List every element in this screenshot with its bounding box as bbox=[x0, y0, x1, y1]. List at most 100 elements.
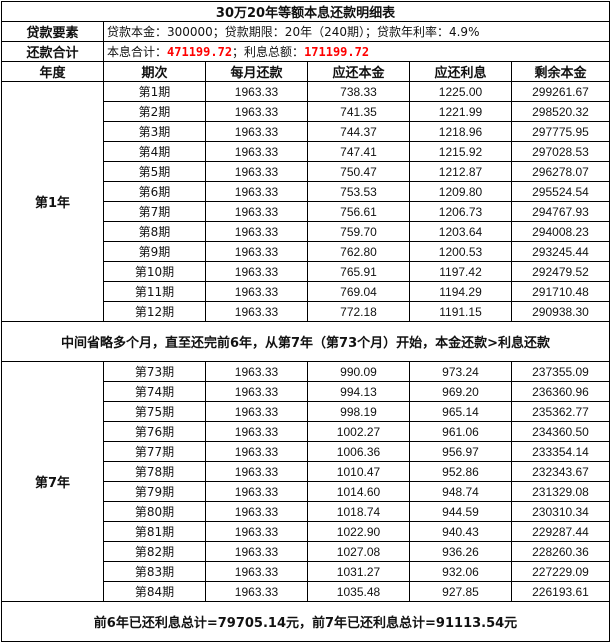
interest-cell: 927.85 bbox=[409, 581, 512, 602]
principal-cell: 738.33 bbox=[307, 81, 410, 102]
interest-cell: 932.06 bbox=[409, 561, 512, 582]
principal-cell: 772.18 bbox=[307, 301, 410, 322]
interest-cell: 965.14 bbox=[409, 401, 512, 422]
interest-cell: 956.97 bbox=[409, 441, 512, 462]
interest-cell: 969.20 bbox=[409, 381, 512, 402]
remaining-principal-cell: 296278.07 bbox=[511, 161, 610, 182]
remaining-principal-cell: 297028.53 bbox=[511, 141, 610, 162]
remaining-principal-cell: 232343.67 bbox=[511, 461, 610, 482]
remaining-principal-cell: 231329.08 bbox=[511, 481, 610, 502]
monthly-payment-cell: 1963.33 bbox=[205, 501, 308, 522]
principal-cell: 1006.36 bbox=[307, 441, 410, 462]
loan-label: 贷款要素 bbox=[1, 21, 104, 42]
interest-cell: 1191.15 bbox=[409, 301, 512, 322]
principal-cell: 1002.27 bbox=[307, 421, 410, 442]
period-cell: 第10期 bbox=[103, 261, 206, 282]
period-cell: 第79期 bbox=[103, 481, 206, 502]
remaining-principal-cell: 235362.77 bbox=[511, 401, 610, 422]
monthly-payment-cell: 1963.33 bbox=[205, 121, 308, 142]
column-header: 期次 bbox=[103, 61, 206, 82]
interest-cell: 961.06 bbox=[409, 421, 512, 442]
remaining-principal-cell: 291710.48 bbox=[511, 281, 610, 302]
monthly-payment-cell: 1963.33 bbox=[205, 581, 308, 602]
remaining-principal-cell: 293245.44 bbox=[511, 241, 610, 262]
year-label: 第1年 bbox=[1, 81, 104, 322]
period-cell: 第78期 bbox=[103, 461, 206, 482]
period-cell: 第12期 bbox=[103, 301, 206, 322]
monthly-payment-cell: 1963.33 bbox=[205, 541, 308, 562]
period-cell: 第82期 bbox=[103, 541, 206, 562]
remaining-principal-cell: 295524.54 bbox=[511, 181, 610, 202]
period-cell: 第83期 bbox=[103, 561, 206, 582]
column-header: 应还本金 bbox=[307, 61, 410, 82]
principal-cell: 994.13 bbox=[307, 381, 410, 402]
period-cell: 第73期 bbox=[103, 361, 206, 382]
interest-cell: 1209.80 bbox=[409, 181, 512, 202]
monthly-payment-cell: 1963.33 bbox=[205, 201, 308, 222]
monthly-payment-cell: 1963.33 bbox=[205, 301, 308, 322]
monthly-payment-cell: 1963.33 bbox=[205, 101, 308, 122]
omission-note: 中间省略多个月，直至还完前6年，从第7年（第73个月）开始，本金还款>利息还款 bbox=[1, 321, 610, 362]
interest-cell: 1212.87 bbox=[409, 161, 512, 182]
monthly-payment-cell: 1963.33 bbox=[205, 381, 308, 402]
interest-cell: 1225.00 bbox=[409, 81, 512, 102]
remaining-principal-cell: 230310.34 bbox=[511, 501, 610, 522]
remaining-principal-cell: 228260.36 bbox=[511, 541, 610, 562]
principal-cell: 1022.90 bbox=[307, 521, 410, 542]
period-cell: 第9期 bbox=[103, 241, 206, 262]
interest-cell: 1203.64 bbox=[409, 221, 512, 242]
table-row: 第1年 第1期 1963.33 738.33 1225.00 299261.67 bbox=[1, 81, 610, 322]
principal-cell: 1035.48 bbox=[307, 581, 410, 602]
principal-cell: 769.04 bbox=[307, 281, 410, 302]
table-row: 第2期 1963.33 741.35 1221.99 298520.32 bbox=[2, 101, 610, 122]
principal-cell: 762.80 bbox=[307, 241, 410, 262]
table-row: 第81期 1963.33 1022.90 940.43 229287.44 bbox=[2, 521, 610, 542]
monthly-payment-cell: 1963.33 bbox=[205, 561, 308, 582]
total-label: 还款合计 bbox=[1, 41, 104, 62]
principal-cell: 747.41 bbox=[307, 141, 410, 162]
table-row: 第12期 1963.33 772.18 1191.15 290938.30 bbox=[2, 301, 610, 322]
remaining-principal-cell: 233354.14 bbox=[511, 441, 610, 462]
table-row: 第80期 1963.33 1018.74 944.59 230310.34 bbox=[2, 501, 610, 522]
period-cell: 第2期 bbox=[103, 101, 206, 122]
table-title: 30万20年等额本息还款明细表 bbox=[1, 1, 610, 22]
remaining-principal-cell: 236360.96 bbox=[511, 381, 610, 402]
principal-cell: 990.09 bbox=[307, 361, 410, 382]
remaining-principal-cell: 229287.44 bbox=[511, 521, 610, 542]
principal-cell: 750.47 bbox=[307, 161, 410, 182]
total-prefix: 本息合计： bbox=[107, 45, 168, 59]
period-cell: 第4期 bbox=[103, 141, 206, 162]
interest-cell: 936.26 bbox=[409, 541, 512, 562]
remaining-principal-cell: 294767.93 bbox=[511, 201, 610, 222]
monthly-payment-cell: 1963.33 bbox=[205, 401, 308, 422]
interest-cell: 952.86 bbox=[409, 461, 512, 482]
table-row: 第77期 1963.33 1006.36 956.97 233354.14 bbox=[2, 441, 610, 462]
period-cell: 第6期 bbox=[103, 181, 206, 202]
monthly-payment-cell: 1963.33 bbox=[205, 441, 308, 462]
remaining-principal-cell: 297775.95 bbox=[511, 121, 610, 142]
monthly-payment-cell: 1963.33 bbox=[205, 361, 308, 382]
interest-cell: 940.43 bbox=[409, 521, 512, 542]
table-row: 第9期 1963.33 762.80 1200.53 293245.44 bbox=[2, 241, 610, 262]
interest-cell: 948.74 bbox=[409, 481, 512, 502]
column-header: 年度 bbox=[1, 61, 104, 82]
monthly-payment-cell: 1963.33 bbox=[205, 181, 308, 202]
interest-cell: 944.59 bbox=[409, 501, 512, 522]
principal-cell: 744.37 bbox=[307, 121, 410, 142]
period-cell: 第76期 bbox=[103, 421, 206, 442]
principal-cell: 765.91 bbox=[307, 261, 410, 282]
table-row: 第7年 第73期 1963.33 990.09 973.24 237355.09 bbox=[1, 361, 610, 602]
principal-cell: 1010.47 bbox=[307, 461, 410, 482]
monthly-payment-cell: 1963.33 bbox=[205, 281, 308, 302]
monthly-payment-cell: 1963.33 bbox=[205, 141, 308, 162]
interest-cell: 973.24 bbox=[409, 361, 512, 382]
period-cell: 第80期 bbox=[103, 501, 206, 522]
principal-cell: 756.61 bbox=[307, 201, 410, 222]
remaining-principal-cell: 292479.52 bbox=[511, 261, 610, 282]
principal-cell: 759.70 bbox=[307, 221, 410, 242]
remaining-principal-cell: 234360.50 bbox=[511, 421, 610, 442]
monthly-payment-cell: 1963.33 bbox=[205, 521, 308, 542]
interest-cell: 1218.96 bbox=[409, 121, 512, 142]
remaining-principal-cell: 298520.32 bbox=[511, 101, 610, 122]
total-details: 本息合计：471199.72；利息总额：171199.72 bbox=[103, 41, 610, 62]
